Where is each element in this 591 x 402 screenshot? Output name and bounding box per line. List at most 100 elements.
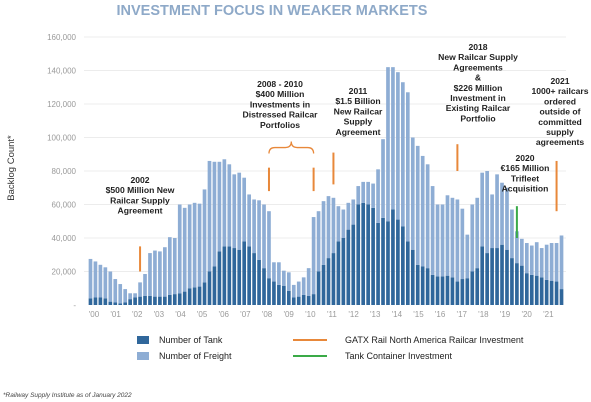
bar-freight [143, 274, 147, 296]
bar-freight [515, 231, 519, 264]
bar-tank [391, 209, 395, 305]
x-tick-label: '11 [327, 310, 337, 319]
bar-freight [361, 181, 366, 203]
bar-tank [252, 253, 256, 305]
bar-tank [445, 275, 450, 305]
bar-freight [475, 197, 480, 269]
bar-tank [480, 246, 485, 305]
bar-freight [480, 172, 485, 247]
bar-tank [197, 286, 202, 305]
bar-freight [529, 245, 534, 275]
annotation: 2011 $1.5 Billion New Railcar Supply Agreeme… [334, 86, 383, 137]
bar-freight [212, 161, 217, 267]
y-tick-label: 140,000 [47, 67, 76, 76]
bar-freight [520, 238, 524, 266]
bar-tank [148, 295, 152, 305]
x-tick-label: '13 [370, 310, 381, 319]
bar-tank [510, 258, 514, 305]
bar-tank [465, 278, 470, 305]
bar-tank [351, 224, 356, 305]
bar-freight [331, 197, 336, 254]
bar-tank [559, 289, 564, 305]
bar-tank [306, 295, 311, 305]
bar-freight [167, 237, 172, 295]
bar-tank [138, 296, 142, 305]
bar-tank [247, 246, 251, 305]
bar-tank [534, 275, 539, 305]
bar-tank [133, 297, 137, 305]
bar-freight [391, 67, 395, 210]
bar-tank [460, 279, 465, 305]
bar-tank [505, 249, 509, 305]
bar-freight [242, 177, 247, 242]
bar-tank [366, 204, 370, 305]
bar-tank [158, 296, 162, 305]
bar-freight [286, 272, 291, 291]
y-tick-label: 160,000 [47, 33, 76, 42]
bar-freight [371, 183, 375, 208]
bar-freight [500, 182, 504, 245]
bar-tank [93, 297, 98, 305]
bar-tank [262, 268, 266, 305]
bar-tank [500, 244, 504, 305]
bar-freight [425, 164, 430, 269]
bar-freight [316, 211, 321, 272]
x-tick-label: '18 [478, 310, 489, 319]
bar-tank [544, 279, 549, 305]
bar-tank [311, 294, 316, 305]
bar-tank [524, 273, 529, 305]
bar-tank [301, 294, 306, 305]
bar-freight [217, 161, 222, 252]
bar-tank [425, 268, 430, 305]
bar-tank [277, 284, 281, 305]
bar-freight [123, 289, 128, 303]
bar-freight [172, 238, 177, 295]
bar-tank [321, 264, 326, 305]
legend-label: Number of Tank [159, 335, 223, 345]
x-tick-label: '16 [435, 310, 446, 319]
bar-freight [554, 243, 559, 282]
legend-label: GATX Rail North America Railcar Investme… [345, 335, 524, 345]
x-tick-label: '20 [521, 310, 532, 319]
bar-freight [202, 189, 207, 283]
bar-tank [237, 249, 242, 305]
annotations: 2002 $500 Million New Railcar Supply Agreem… [106, 42, 589, 216]
bar-freight [272, 262, 276, 282]
investment-markers [139, 141, 558, 272]
bar-freight [396, 72, 400, 220]
bar-freight [539, 248, 544, 278]
x-tick-label: '12 [348, 310, 359, 319]
bar-freight [262, 204, 266, 269]
bar-freight [133, 293, 137, 298]
bar-freight [470, 204, 475, 272]
bar-freight [351, 199, 356, 225]
bar-freight [197, 203, 202, 287]
bar-tank [490, 248, 494, 305]
bar-freight [158, 251, 162, 297]
bar-tank [167, 294, 172, 305]
x-tick-label: '02 [132, 310, 143, 319]
bar-freight [108, 271, 113, 302]
bar-freight [510, 209, 514, 259]
x-tick-label: '05 [197, 310, 208, 319]
bar-tank [440, 276, 445, 305]
bar-freight [257, 200, 261, 260]
x-tick-label: '04 [175, 310, 186, 319]
bar-freight [282, 270, 286, 286]
bar-tank [356, 204, 361, 305]
x-tick-label: '03 [154, 310, 165, 319]
bar-tank [217, 251, 222, 305]
legend-swatch [137, 336, 149, 344]
bar-freight [465, 234, 470, 279]
bar-freight [544, 244, 549, 280]
bar-tank [529, 274, 534, 305]
bar-freight [559, 235, 564, 290]
bar-tank [172, 294, 177, 305]
bar-tank [485, 253, 489, 305]
legend-label: Number of Freight [159, 351, 232, 361]
y-tick-label: 80,000 [52, 167, 77, 176]
bar-freight [153, 250, 157, 297]
bar-tank [549, 280, 554, 305]
x-tick-label: '09 [283, 310, 294, 319]
